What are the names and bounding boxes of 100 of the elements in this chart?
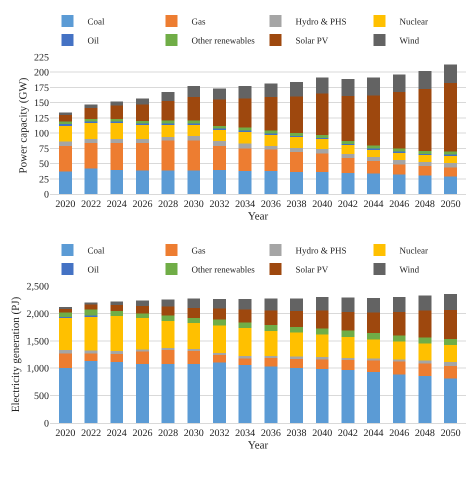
bar xyxy=(84,122,98,140)
bar xyxy=(341,336,354,358)
bar xyxy=(84,309,98,316)
bar xyxy=(213,319,226,326)
bar xyxy=(367,340,380,358)
legend-label: Coal xyxy=(88,16,105,27)
bar xyxy=(418,376,432,424)
bar xyxy=(316,93,329,135)
bar xyxy=(136,142,149,170)
x-tick-label: 2024 xyxy=(106,199,127,210)
bar xyxy=(110,142,124,170)
bar xyxy=(110,302,124,306)
bar xyxy=(187,351,200,364)
bar xyxy=(238,86,252,98)
bar xyxy=(367,333,380,340)
y-tick-label: 500 xyxy=(34,391,49,402)
bar xyxy=(162,300,175,307)
bar xyxy=(162,140,175,170)
x-tick-label: 2042 xyxy=(338,428,358,440)
bar xyxy=(341,297,354,312)
bar xyxy=(238,364,252,424)
x-tick-label: 2036 xyxy=(260,428,281,440)
x-tick-label: 2046 xyxy=(389,199,410,210)
bar xyxy=(162,364,175,424)
bar xyxy=(392,374,406,424)
bar xyxy=(213,298,226,308)
bar xyxy=(187,170,200,194)
y-tick-label: 25 xyxy=(39,174,49,186)
bar xyxy=(187,140,200,170)
bar xyxy=(341,158,354,173)
bar xyxy=(58,368,72,424)
x-tick-label: 2030 xyxy=(184,428,204,440)
bar xyxy=(238,98,252,128)
x-tick-label: 2022 xyxy=(81,199,102,210)
bar xyxy=(418,166,432,176)
y-tick-label: 2,000 xyxy=(26,308,49,320)
bar xyxy=(290,133,303,136)
bar xyxy=(162,315,175,321)
x-tick-label: 2020 xyxy=(55,199,76,210)
bar xyxy=(264,310,278,325)
bar xyxy=(84,168,98,194)
bar xyxy=(58,312,72,318)
x-tick-label: 2048 xyxy=(414,428,435,440)
bar xyxy=(264,97,278,131)
bar xyxy=(84,361,98,424)
bar xyxy=(238,148,252,171)
bar xyxy=(264,358,278,367)
bar xyxy=(316,328,329,335)
bar xyxy=(341,96,354,142)
bar xyxy=(316,334,329,358)
x-axis-title: Year xyxy=(248,439,268,452)
legend-label: Gas xyxy=(192,246,206,256)
bar xyxy=(110,362,124,424)
bar xyxy=(418,296,432,311)
bar xyxy=(316,138,329,150)
bar xyxy=(341,154,354,158)
bar xyxy=(367,78,380,96)
bar xyxy=(110,101,124,106)
legend-label: Hydro & PHS xyxy=(296,246,347,256)
bar xyxy=(110,305,124,312)
bar xyxy=(444,378,458,424)
bar xyxy=(213,146,226,170)
legend-label: Wind xyxy=(400,264,420,275)
bar xyxy=(392,74,406,92)
bar xyxy=(392,160,406,164)
legend-label: Coal xyxy=(88,246,105,256)
bar xyxy=(187,364,200,424)
bar xyxy=(444,163,458,168)
x-tick-label: 2036 xyxy=(260,199,281,210)
bar xyxy=(136,170,149,194)
legend-label: Nuclear xyxy=(400,246,428,256)
bar xyxy=(264,298,278,311)
bar xyxy=(187,308,200,318)
bar xyxy=(213,308,226,320)
bar xyxy=(238,131,252,144)
bar xyxy=(392,174,406,194)
x-tick-label: 2028 xyxy=(158,428,178,440)
bar xyxy=(187,298,200,308)
bar xyxy=(444,310,458,340)
bar xyxy=(367,156,380,162)
bar xyxy=(367,312,380,334)
bar xyxy=(264,324,278,331)
x-tick-label: 2044 xyxy=(364,428,384,440)
bar xyxy=(84,353,98,362)
bar xyxy=(238,298,252,310)
bar xyxy=(418,162,432,166)
x-tick-label: 2026 xyxy=(132,199,152,210)
y-tick-label: 1,500 xyxy=(26,336,49,348)
x-tick-label: 2034 xyxy=(235,199,256,210)
legend-label: Oil xyxy=(88,36,100,46)
bar xyxy=(316,172,329,194)
bar xyxy=(58,318,72,350)
bar xyxy=(341,172,354,194)
bar xyxy=(392,312,406,336)
bar xyxy=(213,141,226,146)
bar xyxy=(290,298,303,312)
bar xyxy=(238,322,252,328)
bar xyxy=(84,139,98,143)
bar xyxy=(367,95,380,146)
y-tick-label: 100 xyxy=(34,128,49,140)
